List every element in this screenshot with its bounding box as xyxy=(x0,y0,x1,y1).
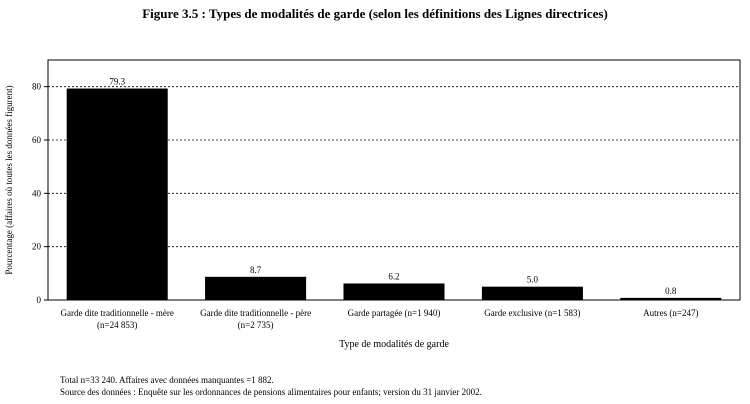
bar xyxy=(343,283,445,300)
x-tick-label: Autres (n=247) xyxy=(643,308,698,318)
x-tick-label: Garde dite traditionnelle - père xyxy=(200,308,311,318)
x-tick-label: Garde dite traditionnelle - mère xyxy=(60,308,173,318)
x-tick-label: Garde partagée (n=1 940) xyxy=(348,308,441,318)
data-label: 8.7 xyxy=(250,265,262,275)
data-label: 79.3 xyxy=(109,77,125,87)
bar xyxy=(66,88,168,301)
y-tick-label: 0 xyxy=(37,295,42,305)
note-total: Total n=33 240. Affaires avec données ma… xyxy=(60,375,274,385)
x-axis-label: Type de modalités de garde xyxy=(339,339,449,350)
data-label: 0.8 xyxy=(665,286,677,296)
note-source: Source des données : Enquête sur les ord… xyxy=(60,387,482,397)
y-tick-label: 80 xyxy=(32,82,42,92)
bar xyxy=(205,276,307,300)
chart-notes: Total n=33 240. Affaires avec données ma… xyxy=(60,374,482,398)
chart-title: Figure 3.5 : Types de modalités de garde… xyxy=(142,6,608,21)
bar xyxy=(620,297,722,300)
data-label: 5.0 xyxy=(527,275,539,285)
data-label: 6.2 xyxy=(388,271,399,281)
x-tick-label: (n=2 735) xyxy=(238,320,274,330)
bar xyxy=(481,286,583,300)
y-axis-label: Pourcentage (affaires où toutes les donn… xyxy=(4,85,14,274)
y-tick-label: 20 xyxy=(32,242,42,252)
x-tick-label: (n=24 853) xyxy=(97,320,137,330)
bar-chart: 0 20 40 60 80 Pourcentage (affaires où toutes… xyxy=(4,59,741,350)
y-tick-label: 40 xyxy=(32,188,42,198)
x-tick-label: Garde exclusive (n=1 583) xyxy=(484,308,580,318)
y-tick-label: 60 xyxy=(32,135,42,145)
